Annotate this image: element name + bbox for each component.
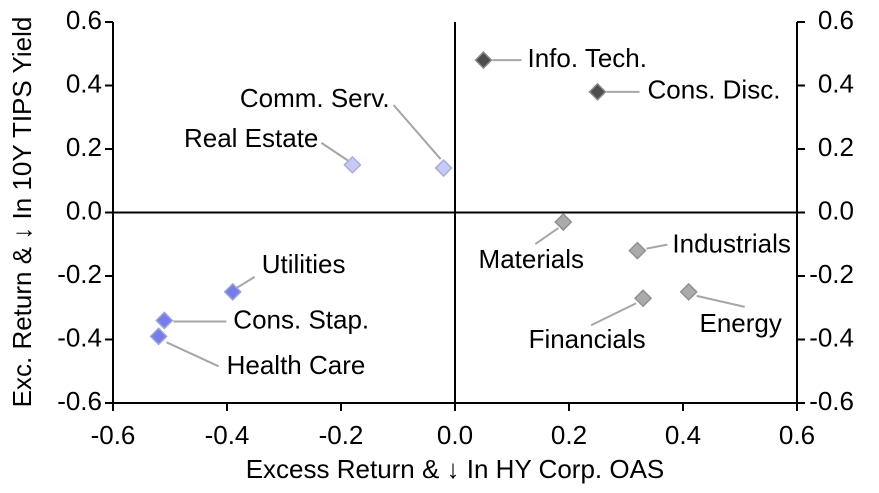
marker-utilities: [223, 282, 242, 301]
leader-line-materials: [534, 227, 559, 245]
leader-line-energy: [696, 294, 745, 308]
marker-real-estate: [343, 155, 362, 174]
x-tick-label: 0.2: [551, 420, 587, 450]
data-point-markers: [149, 51, 698, 346]
point-label-info-tech: Info. Tech.: [528, 43, 648, 73]
y-tick-label-left: -0.4: [57, 322, 102, 352]
point-label-health-care: Health Care: [227, 350, 366, 380]
marker-info-tech: [474, 51, 493, 70]
y-tick-label-left: -0.2: [57, 259, 102, 289]
marker-cons-disc: [588, 82, 607, 101]
y-tick-label-left: 0.2: [66, 132, 102, 162]
y-tick-label-right: -0.4: [809, 322, 854, 352]
point-label-energy: Energy: [700, 308, 782, 338]
point-label-utilities: Utilities: [262, 249, 346, 279]
y-tick-label-left: 0.0: [66, 195, 102, 225]
marker-comm-serv: [434, 158, 453, 178]
marker-energy: [679, 282, 698, 301]
leader-line-financials: [590, 302, 637, 327]
y-axis-title: Exc. Return & ↓ In 10Y TIPS Yield: [7, 17, 37, 408]
marker-materials: [554, 212, 573, 232]
x-tick-label: -0.2: [319, 420, 364, 450]
x-tick-label: -0.6: [91, 420, 136, 450]
leader-line-industrials: [646, 243, 668, 250]
tick-marks: [105, 21, 805, 411]
leader-line-comm-serv: [392, 104, 442, 160]
point-label-materials: Materials: [479, 244, 584, 274]
leader-lines: [166, 59, 745, 368]
marker-industrials: [628, 241, 647, 260]
x-tick-label: 0.6: [779, 420, 815, 450]
y-tick-label-right: -0.2: [809, 259, 854, 289]
leader-line-utilities: [236, 276, 256, 289]
x-tick-label: -0.4: [205, 420, 250, 450]
data-point-labels: Info. Tech.Cons. Disc. Comm. Serv. Real Es…: [184, 43, 791, 380]
marker-cons-stap: [155, 311, 174, 330]
x-tick-label: 0.4: [665, 420, 701, 450]
y-tick-label-left: 0.6: [66, 5, 102, 35]
y-tick-label-right: 0.6: [818, 5, 854, 35]
point-label-industrials: Industrials: [672, 228, 791, 258]
point-label-financials: Financials: [529, 324, 646, 354]
y-tick-label-left: -0.6: [57, 386, 102, 416]
leader-line-health-care: [166, 341, 220, 368]
y-tick-label-right: -0.6: [809, 386, 854, 416]
quadrant-zero-lines: [113, 22, 797, 403]
marker-financials: [634, 289, 653, 308]
tick-labels: -0.6 -0.4 -0.2 0.0 0.2 0.4 0.6 -0.6 -0.6 -0.4 -0.4…: [57, 5, 854, 450]
point-label-real-estate: Real Estate: [184, 123, 318, 153]
y-tick-label-left: 0.4: [66, 68, 102, 98]
point-label-cons-disc: Cons. Disc.: [648, 75, 781, 105]
leader-line-real-estate: [320, 142, 349, 162]
marker-health-care: [149, 327, 168, 346]
y-tick-label-right: 0.2: [818, 132, 854, 162]
x-tick-label: 0.0: [437, 420, 473, 450]
x-axis-title: Excess Return & ↓ In HY Corp. OAS: [246, 454, 665, 484]
y-tick-label-right: 0.4: [818, 68, 854, 98]
point-label-cons-stap: Cons. Stap.: [233, 304, 369, 334]
point-label-comm-serv: Comm. Serv.: [240, 83, 390, 113]
y-tick-label-right: 0.0: [818, 195, 854, 225]
